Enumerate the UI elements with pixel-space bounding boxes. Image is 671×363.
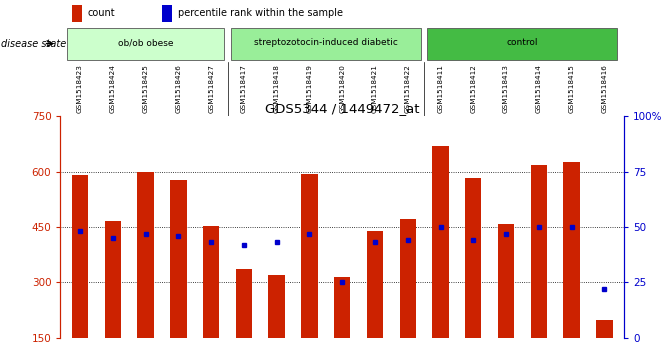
Bar (203, 226, 219, 338)
Text: count: count (87, 8, 115, 18)
Text: GSM1518416: GSM1518416 (601, 65, 607, 113)
Text: streptozotocin-induced diabetic: streptozotocin-induced diabetic (254, 38, 398, 47)
Text: GSM1518421: GSM1518421 (372, 65, 378, 113)
Text: GSM1518427: GSM1518427 (208, 65, 214, 113)
Text: GSM1518422: GSM1518422 (405, 65, 411, 113)
Text: GSM1518411: GSM1518411 (437, 65, 444, 113)
Text: disease state: disease state (1, 38, 66, 49)
Text: GSM1518417: GSM1518417 (241, 65, 247, 113)
Text: GSM1518426: GSM1518426 (175, 65, 181, 113)
Text: GSM1518414: GSM1518414 (536, 65, 541, 113)
Bar (596, 320, 613, 338)
Text: GSM1518418: GSM1518418 (274, 65, 280, 113)
Text: GSM1518425: GSM1518425 (143, 65, 148, 113)
Bar (531, 165, 547, 338)
FancyBboxPatch shape (231, 28, 421, 60)
Bar (105, 221, 121, 338)
Bar (367, 231, 383, 338)
Text: GSM1518415: GSM1518415 (568, 65, 574, 113)
Bar (564, 162, 580, 338)
Bar (170, 180, 187, 338)
Title: GDS5344 / 1449472_at: GDS5344 / 1449472_at (265, 102, 419, 115)
Bar (268, 275, 285, 338)
Bar (236, 269, 252, 338)
Bar (465, 178, 482, 338)
Bar (138, 171, 154, 338)
Text: percentile rank within the sample: percentile rank within the sample (178, 8, 343, 18)
Text: GSM1518412: GSM1518412 (470, 65, 476, 113)
Bar (162, 5, 172, 21)
Text: GSM1518423: GSM1518423 (77, 65, 83, 113)
Text: GSM1518419: GSM1518419 (307, 65, 313, 113)
Text: control: control (507, 38, 538, 47)
Bar (301, 174, 317, 338)
Bar (72, 175, 89, 338)
Text: GSM1518424: GSM1518424 (110, 65, 116, 113)
Bar (72, 5, 82, 21)
Bar (432, 146, 449, 338)
Bar (498, 224, 514, 338)
Bar (399, 219, 416, 338)
Text: GSM1518420: GSM1518420 (340, 65, 345, 113)
FancyBboxPatch shape (427, 28, 617, 60)
Bar (334, 277, 350, 338)
Text: ob/ob obese: ob/ob obese (118, 38, 173, 47)
FancyBboxPatch shape (67, 28, 224, 60)
Text: GSM1518413: GSM1518413 (503, 65, 509, 113)
